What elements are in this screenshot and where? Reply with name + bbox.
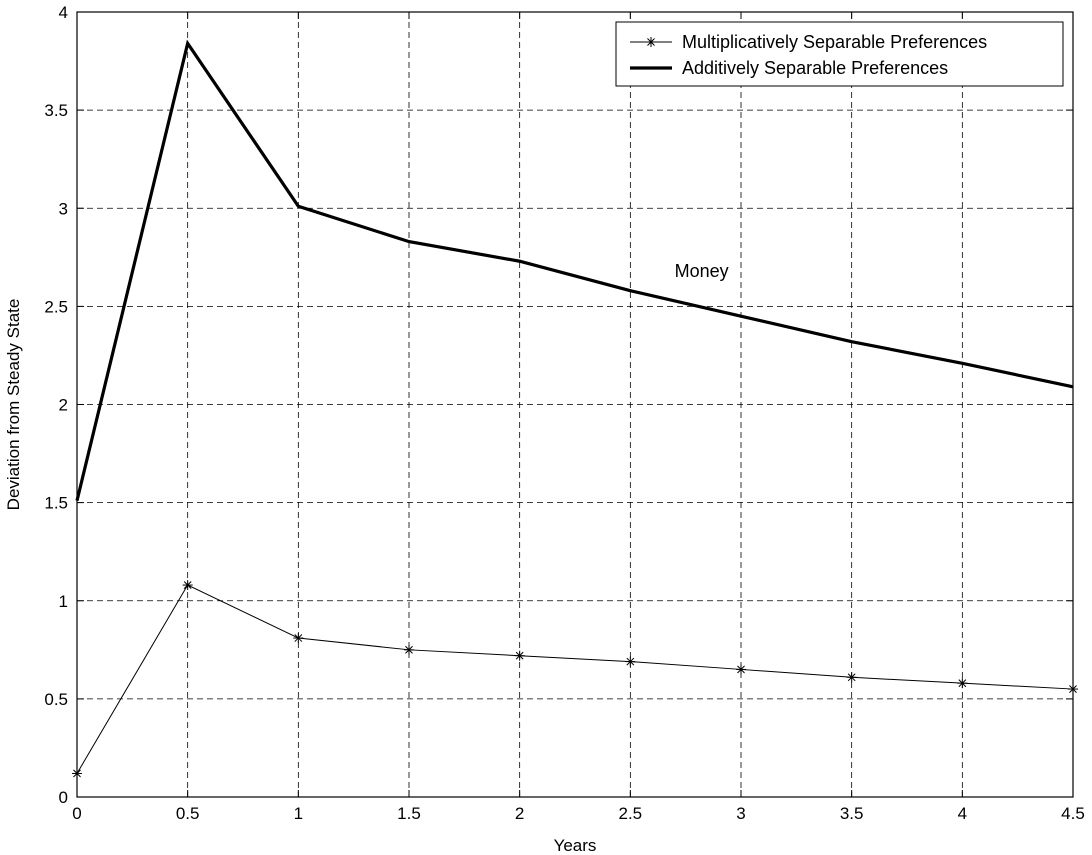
data-point-marker [846, 672, 857, 683]
data-point-marker [1068, 684, 1078, 695]
x-tick-label: 0.5 [176, 804, 200, 823]
axis-ticks: 0 0.5 1 1.5 2 2.5 3 3.5 4 4.5 0 0.5 1 1.5 2 2.5 3 3.5 4 [44, 3, 1084, 823]
y-tick-label: 4 [59, 3, 68, 22]
x-tick-label: 3 [736, 804, 745, 823]
x-tick-label: 1.5 [397, 804, 421, 823]
y-tick-label: 1.5 [44, 494, 68, 513]
legend-marker [646, 37, 656, 47]
y-tick-label: 0.5 [44, 690, 68, 709]
y-tick-label: 2 [59, 396, 68, 415]
series-line-multiplicative [76, 584, 1074, 774]
x-tick-label: 1 [294, 804, 303, 823]
legend-entry: Multiplicatively Separable Preferences [630, 32, 987, 52]
data-point-marker [293, 633, 304, 644]
x-tick-label: 4.5 [1061, 804, 1085, 823]
data-point-marker [514, 650, 525, 661]
legend-box [615, 21, 1064, 87]
legend: Multiplicatively Separable Preferences Ad… [615, 21, 1064, 87]
annotation-layer: Money [675, 261, 729, 281]
y-axis-label: Deviation from Steady State [4, 299, 23, 511]
x-tick-label: 0 [72, 804, 81, 823]
x-axis-label: Years [554, 836, 597, 855]
grid-lines [77, 12, 1073, 797]
legend-label: Additively Separable Preferences [682, 58, 948, 78]
y-tick-label: 3 [59, 199, 68, 218]
data-point-marker [72, 768, 82, 779]
x-tick-label: 2.5 [619, 804, 643, 823]
data-point-marker [404, 644, 414, 655]
x-tick-label: 3.5 [840, 804, 864, 823]
y-tick-label: 2.5 [44, 297, 68, 316]
data-point-marker [957, 678, 968, 689]
y-tick-label: 1 [59, 592, 68, 611]
data-point-marker [736, 664, 746, 675]
annotation-label: Money [675, 261, 729, 281]
series-line-additive [75, 39, 1074, 502]
series-layer [72, 39, 1078, 779]
legend-entry: Additively Separable Preferences [630, 58, 948, 78]
y-tick-label: 3.5 [44, 101, 68, 120]
data-point-marker [625, 656, 636, 667]
x-tick-label: 4 [958, 804, 967, 823]
data-point-marker [182, 580, 193, 591]
x-tick-label: 2 [515, 804, 524, 823]
y-tick-label: 0 [59, 788, 68, 807]
plot-frame [76, 11, 1074, 798]
legend-label: Multiplicatively Separable Preferences [682, 32, 987, 52]
